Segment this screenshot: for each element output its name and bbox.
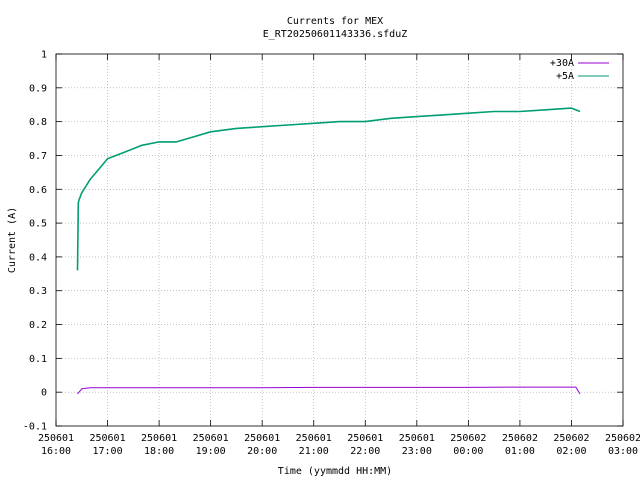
x-tick-date: 250602 — [502, 433, 538, 444]
x-tick-date: 250602 — [553, 433, 589, 444]
x-tick-time: 22:00 — [350, 446, 380, 457]
x-tick-date: 250601 — [38, 433, 74, 444]
x-tick-time: 16:00 — [41, 446, 71, 457]
y-tick-label: 0 — [41, 388, 47, 399]
y-tick-label: 0.4 — [29, 252, 47, 263]
y-tick-label: 1 — [41, 50, 47, 61]
x-tick-time: 17:00 — [92, 446, 122, 457]
x-tick-time: 20:00 — [247, 446, 277, 457]
x-tick-date: 250601 — [399, 433, 435, 444]
series-line-5a — [76, 107, 581, 271]
x-tick-time: 19:00 — [196, 446, 226, 457]
x-tick-date: 250601 — [296, 433, 332, 444]
x-tick-date: 250601 — [347, 433, 383, 444]
series-line-30a — [77, 386, 581, 395]
y-tick-label: 0.8 — [29, 117, 47, 128]
legend-label-5a: +5A — [556, 71, 574, 82]
y-tick-label: -0.1 — [23, 422, 47, 433]
y-tick-label: 0.6 — [29, 185, 47, 196]
x-tick-date: 250601 — [244, 433, 280, 444]
y-axis: -0.1 0 0.1 0.2 0.3 0.4 0.5 0.6 0.7 0.8 0.9 1 — [23, 50, 623, 433]
y-tick-label: 0.1 — [29, 354, 47, 365]
x-tick-date: 250601 — [89, 433, 125, 444]
chart-title: Currents for MEX — [287, 16, 383, 27]
y-tick-label: 0.3 — [29, 286, 47, 297]
x-tick-time: 03:00 — [608, 446, 638, 457]
y-tick-label: 0.5 — [29, 219, 47, 230]
x-tick-date: 250601 — [141, 433, 177, 444]
chart-subtitle: E_RT20250601143336.sfduZ — [263, 29, 408, 40]
x-tick-date: 250601 — [193, 433, 229, 444]
x-axis-label: Time (yymmdd HH:MM) — [278, 466, 392, 477]
x-tick-time: 21:00 — [299, 446, 329, 457]
x-tick-time: 01:00 — [505, 446, 535, 457]
series-lines — [76, 107, 581, 395]
grid — [56, 54, 623, 426]
y-tick-label: 0.7 — [29, 151, 47, 162]
plot-frame — [55, 53, 624, 427]
y-tick-label: 0.2 — [29, 320, 47, 331]
legend: +30A +5A — [550, 58, 609, 82]
x-tick-time: 23:00 — [402, 446, 432, 457]
x-tick-time: 18:00 — [144, 446, 174, 457]
x-tick-date: 250602 — [605, 433, 640, 444]
x-tick-time: 02:00 — [556, 446, 586, 457]
x-tick-date: 250602 — [450, 433, 486, 444]
legend-label-30a: +30A — [550, 58, 574, 69]
y-tick-label: 0.9 — [29, 83, 47, 94]
y-axis-label: Current (A) — [7, 207, 18, 273]
x-axis: 250601 16:00 250601 17:00 250601 18:00 250601 1… — [38, 54, 640, 457]
x-tick-time: 00:00 — [453, 446, 483, 457]
